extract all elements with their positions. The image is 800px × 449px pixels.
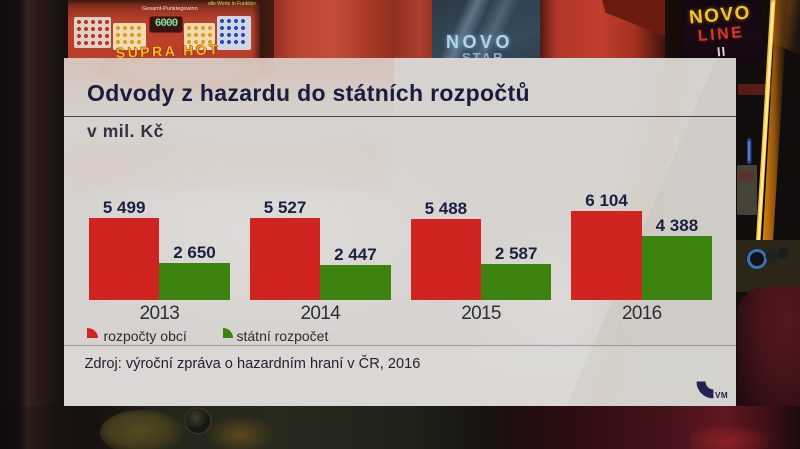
svg-text:VM: VM: [715, 391, 728, 400]
